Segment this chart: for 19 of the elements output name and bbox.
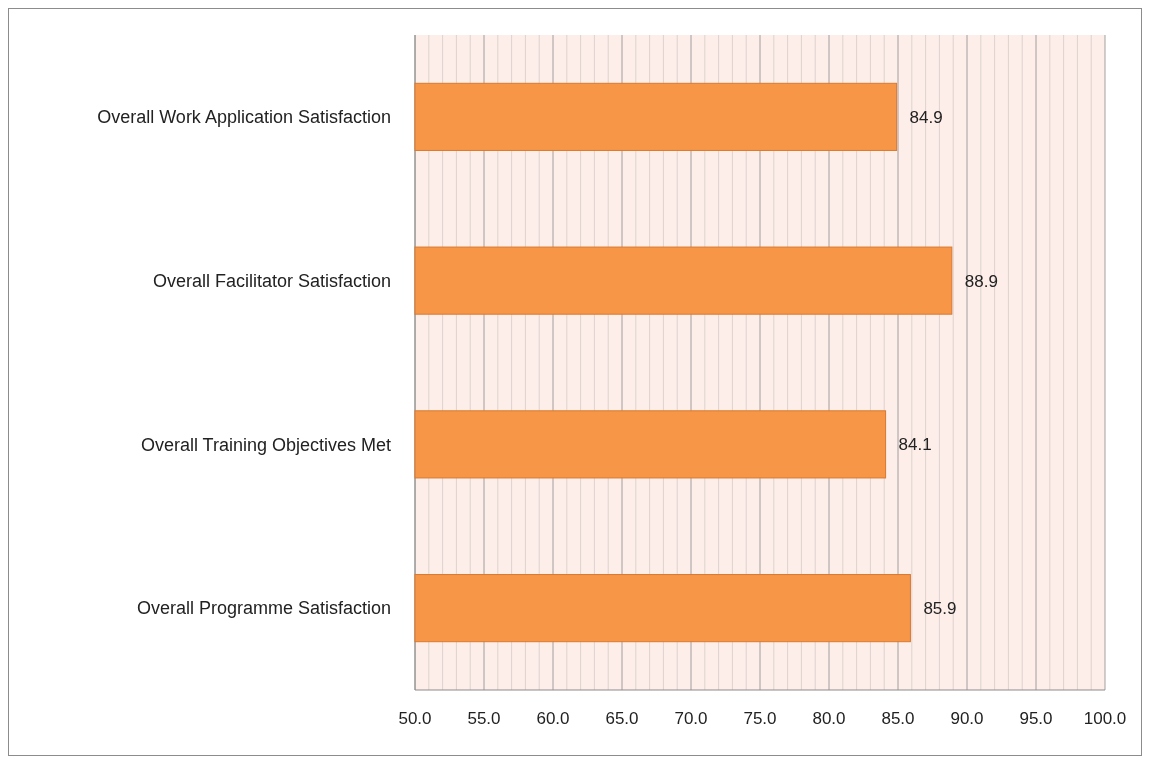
x-tick-label: 85.0 xyxy=(881,709,915,728)
y-tick-label: Overall Work Application Satisfaction xyxy=(97,107,391,128)
y-tick-label: Overall Programme Satisfaction xyxy=(136,598,391,619)
x-tick-label: 65.0 xyxy=(605,709,639,728)
x-tick-label: 80.0 xyxy=(812,709,846,728)
y-tick-label: Overall Training Objectives Met xyxy=(140,434,391,455)
data-label: 84.9 xyxy=(909,107,943,127)
data-label: 84.1 xyxy=(898,435,932,455)
data-label: 88.9 xyxy=(964,271,998,291)
x-tick-label: 100.0 xyxy=(1083,709,1127,728)
data-label: 85.9 xyxy=(923,599,957,619)
x-tick-label: 70.0 xyxy=(674,709,708,728)
x-tick-label: 50.0 xyxy=(398,709,432,728)
x-tick-label: 95.0 xyxy=(1019,709,1053,728)
y-tick-label: Overall Facilitator Satisfaction xyxy=(152,270,391,291)
x-tick-label: 75.0 xyxy=(743,709,777,728)
x-tick-label: 55.0 xyxy=(467,709,501,728)
x-tick-label: 60.0 xyxy=(536,709,570,728)
x-tick-label: 90.0 xyxy=(950,709,984,728)
